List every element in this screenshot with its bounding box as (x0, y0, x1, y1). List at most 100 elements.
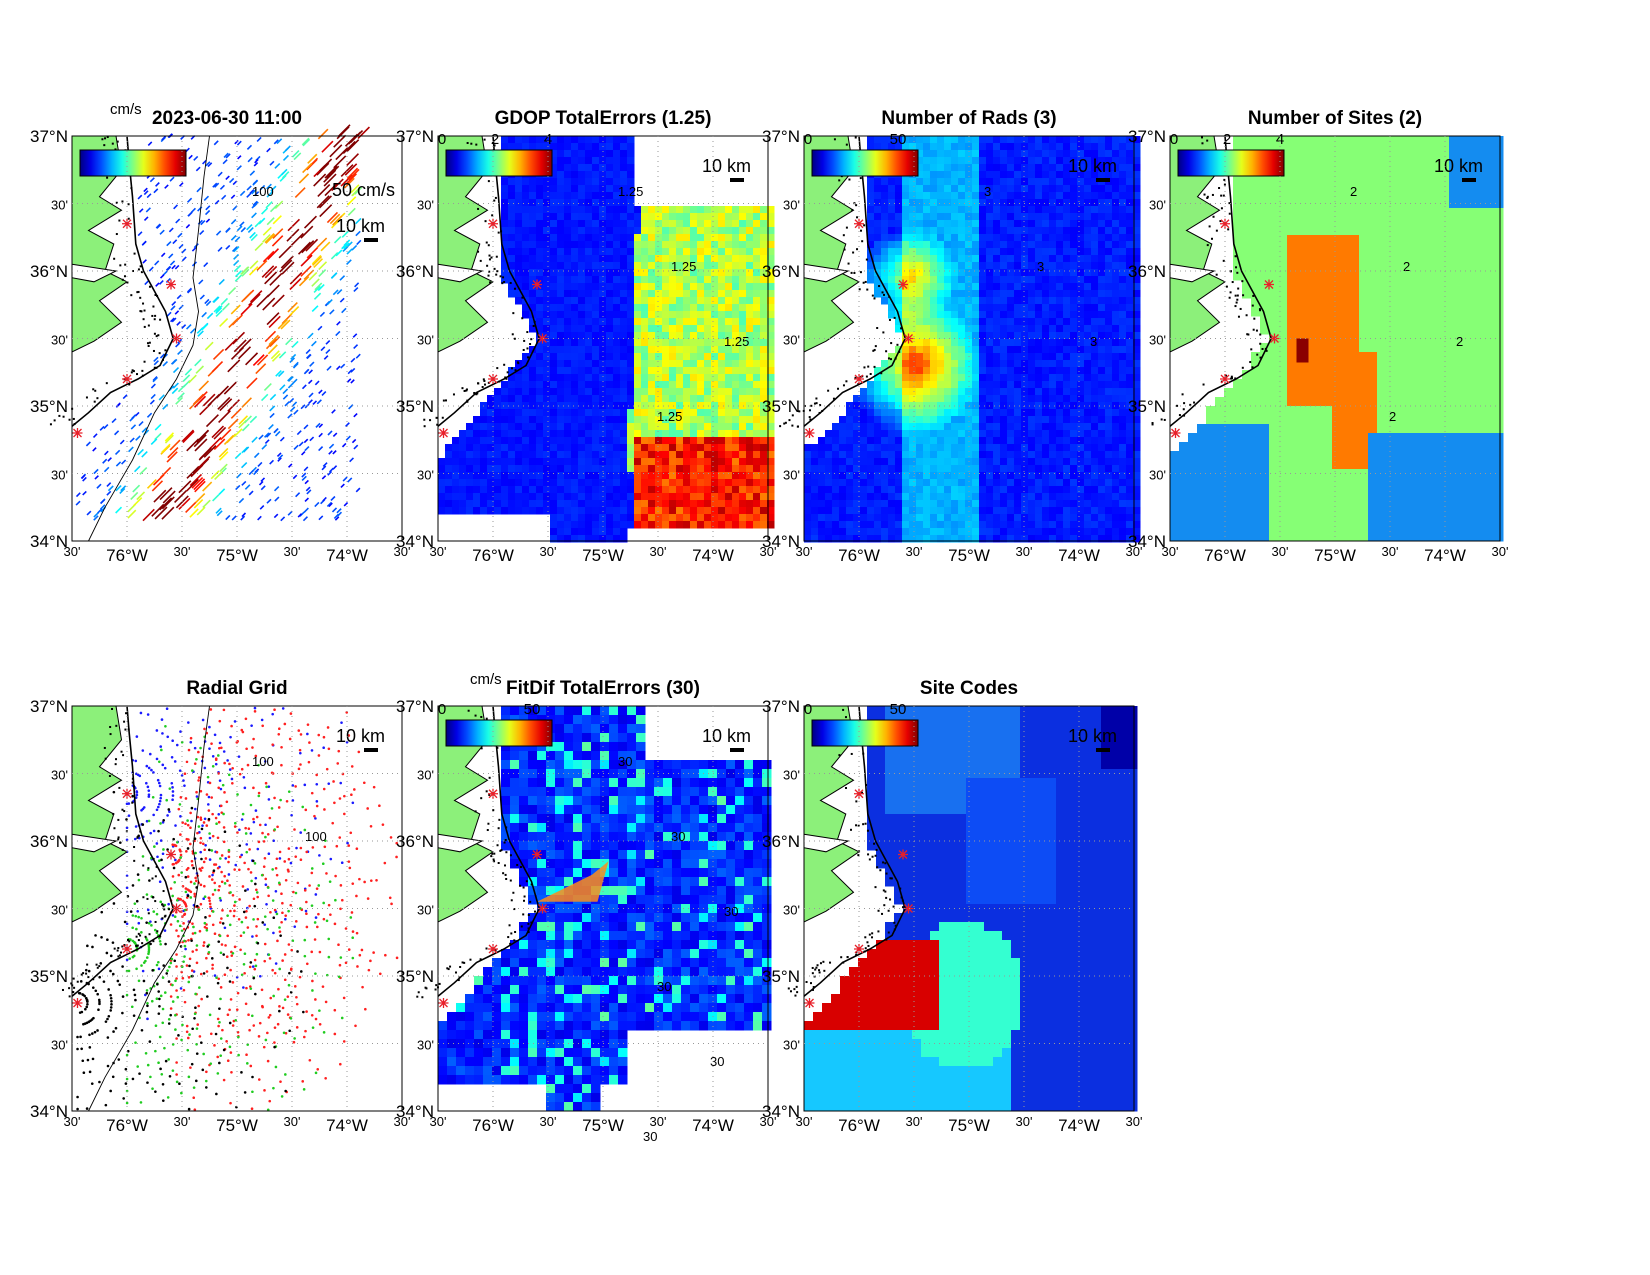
field-cell (867, 395, 875, 403)
field-cell (571, 360, 579, 368)
field-cell (839, 528, 847, 536)
lon-tick-label: 30' (650, 544, 667, 559)
field-cell (508, 241, 516, 249)
field-cell (1014, 388, 1022, 396)
field-cell (648, 290, 656, 298)
current-vector (243, 446, 250, 453)
field-cell (641, 227, 649, 235)
field-cell (613, 395, 621, 403)
field-cell (536, 325, 544, 333)
current-vector (85, 441, 91, 447)
field-cell (529, 206, 537, 214)
field-cell (972, 241, 980, 249)
current-vector (269, 459, 275, 465)
field-cell (704, 409, 712, 417)
field-cell (930, 367, 938, 375)
field-cell (1007, 283, 1015, 291)
field-cell (760, 465, 768, 473)
field-cell (725, 213, 733, 221)
island-speck (521, 296, 524, 299)
field-cell (592, 276, 600, 284)
field-cell (613, 458, 621, 466)
field-cell (627, 402, 635, 410)
field-cell (690, 206, 698, 214)
field-cell (669, 262, 677, 270)
current-vector (319, 158, 333, 172)
field-cell (1070, 185, 1078, 193)
field-cell (480, 500, 488, 508)
current-vector (341, 230, 349, 238)
island-speck (473, 391, 476, 394)
field-cell (760, 437, 768, 445)
field-cell (732, 339, 740, 347)
field-cell (979, 206, 987, 214)
field-cell (746, 444, 754, 452)
field-cell (683, 437, 691, 445)
field-cell (1077, 136, 1085, 144)
island-speck (512, 312, 515, 315)
field-cell (1028, 325, 1036, 333)
field-cell (487, 402, 495, 410)
field-cell (958, 472, 966, 480)
field-cell (937, 185, 945, 193)
field-cell (1000, 192, 1008, 200)
island-speck (466, 141, 469, 144)
island-speck (153, 318, 156, 321)
field-cell (613, 143, 621, 151)
field-cell (732, 472, 740, 480)
field-cell (662, 423, 670, 431)
field-cell (1014, 164, 1022, 172)
field-cell (986, 388, 994, 396)
field-cell (958, 332, 966, 340)
field-cell (1063, 535, 1071, 543)
field-cell (732, 416, 740, 424)
field-cell (704, 234, 712, 242)
field-cell (1035, 311, 1043, 319)
field-cell (522, 276, 530, 284)
island-speck (140, 271, 143, 274)
field-cell (466, 465, 474, 473)
current-vector (230, 218, 237, 225)
field-cell (1070, 381, 1078, 389)
field-cell (529, 451, 537, 459)
field-cell (592, 486, 600, 494)
field-cell (648, 493, 656, 501)
field-cell (986, 451, 994, 459)
field-cell (669, 395, 677, 403)
field-cell (1028, 381, 1036, 389)
field-cell (522, 381, 530, 389)
field-cell (951, 500, 959, 508)
field-cell (1000, 220, 1008, 228)
field-cell (832, 451, 840, 459)
field-cell (501, 395, 509, 403)
field-cell (739, 430, 747, 438)
field-cell (767, 479, 775, 487)
field-cell (564, 332, 572, 340)
field-cell (718, 430, 726, 438)
field-cell (732, 388, 740, 396)
current-vector (178, 480, 192, 494)
field-cell (739, 353, 747, 361)
field-cell (550, 234, 558, 242)
field-cell (867, 416, 875, 424)
field-cell (760, 521, 768, 529)
field-cell (683, 227, 691, 235)
field-cell (564, 136, 572, 144)
field-cell (662, 318, 670, 326)
field-cell (718, 283, 726, 291)
field-cell (522, 290, 530, 298)
field-cell (1077, 493, 1085, 501)
field-cell (627, 367, 635, 375)
field-cell (1042, 346, 1050, 354)
field-cell (592, 479, 600, 487)
field-cell (881, 374, 889, 382)
field-cell (711, 465, 719, 473)
field-cell (986, 367, 994, 375)
field-cell (627, 486, 635, 494)
field-cell (937, 444, 945, 452)
field-cell (627, 213, 635, 221)
field-cell (853, 528, 861, 536)
field-cell (767, 290, 775, 298)
current-vector (249, 415, 258, 424)
field-cell (951, 395, 959, 403)
